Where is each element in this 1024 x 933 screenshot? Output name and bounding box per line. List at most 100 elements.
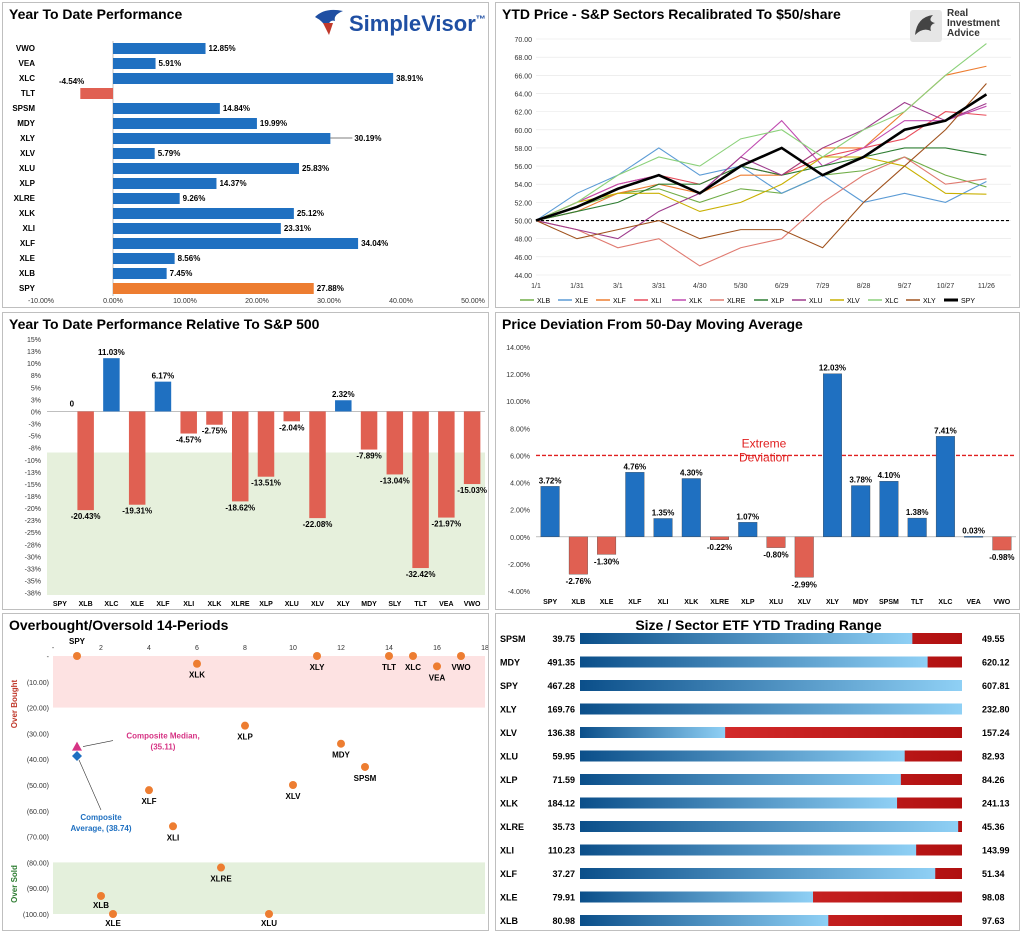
legend-label: XLC (885, 298, 899, 305)
data-label: 19.99% (260, 119, 287, 128)
bar (113, 133, 331, 144)
point-label: XLY (310, 663, 325, 672)
average-marker (72, 750, 82, 761)
legend-label: XLV (847, 298, 860, 305)
range-bar-position (580, 727, 726, 738)
y-tick-label: -4.00% (508, 589, 530, 596)
bar (113, 193, 180, 204)
high-value: 49.55 (982, 634, 1005, 644)
data-label: -4.57% (176, 436, 201, 445)
y-tick-label: 15% (27, 337, 41, 344)
ria-line-3: Advice (947, 28, 980, 39)
data-label: -21.97% (431, 520, 461, 529)
ticker-label: SPSM (500, 634, 526, 644)
low-value: 39.75 (552, 634, 575, 644)
bar (935, 436, 955, 537)
bar (113, 43, 206, 54)
x-tick-label: 8 (243, 645, 247, 652)
bar (386, 411, 404, 475)
bar (180, 411, 197, 434)
bar (283, 411, 301, 422)
bar (412, 411, 429, 569)
scatter-point (109, 910, 117, 918)
category-label: SPSM (12, 104, 35, 113)
data-label: -0.98% (989, 553, 1014, 562)
bar (540, 486, 560, 537)
scatter-point (433, 662, 441, 671)
x-tick-label: 5/30 (734, 283, 748, 290)
bar (879, 481, 899, 537)
point-label: XLE (105, 919, 121, 928)
series-line (535, 93, 988, 222)
category-label: SLY (388, 601, 401, 608)
category-label: MDY (361, 601, 377, 608)
data-label: -2.99% (792, 580, 817, 589)
data-label: 4.30% (680, 468, 703, 477)
y-tick-label: 13% (27, 349, 41, 356)
bar (80, 88, 113, 99)
data-label: 27.88% (317, 284, 344, 293)
y-tick-label: -10% (25, 458, 41, 465)
legend-label: XLRE (727, 298, 746, 305)
category-label: TLT (414, 601, 427, 608)
y-tick-label: 8.00% (510, 426, 530, 433)
data-label: -32.42% (406, 570, 436, 579)
average-leader (78, 759, 102, 811)
ticker-label: XLB (500, 916, 519, 926)
bar (625, 472, 645, 537)
data-label: 1.07% (736, 512, 759, 521)
y-tick-label: 50.00 (514, 219, 532, 226)
high-value: 157.24 (982, 728, 1010, 738)
scatter-point (385, 652, 393, 660)
bar (992, 536, 1012, 551)
data-label: 0 (70, 399, 75, 408)
y-tick-label: 56.00 (514, 164, 532, 171)
category-label: XLV (798, 599, 811, 606)
high-value: 51.34 (982, 869, 1005, 879)
average-label: Composite (80, 813, 122, 822)
bar (710, 536, 729, 540)
y-tick-label: 68.00 (514, 55, 532, 62)
bar (794, 536, 814, 578)
scatter-point (361, 762, 369, 771)
bar (964, 536, 984, 538)
x-tick-label: 11/26 (978, 283, 995, 290)
range-bar-position (580, 821, 959, 832)
ticker-label: SPY (500, 681, 518, 691)
oversold-chart: Over Bought Over Sold - (10.00) (20.00) (30.0… (10, 637, 488, 928)
bar (438, 411, 455, 518)
x-tick-label: 30.00% (317, 298, 341, 305)
bar (113, 103, 220, 114)
category-label: XLB (19, 269, 35, 278)
ticker-label: XLP (500, 775, 518, 785)
low-value: 71.59 (552, 775, 575, 785)
bar (335, 400, 352, 412)
ytd-performance-panel: Year To Date Performance SimpleVisor™ -1… (2, 2, 489, 308)
range-bar-position (580, 844, 917, 856)
x-tick-label: 3/1 (613, 283, 623, 290)
x-tick-label: 16 (433, 645, 441, 652)
data-label: 2.32% (332, 390, 355, 399)
category-label: XLU (19, 164, 35, 173)
point-label: XLK (189, 671, 205, 680)
category-label: XLV (311, 601, 324, 608)
average-label-2: Average, (38.74) (70, 824, 131, 833)
ria-text: Real Investment Advice (947, 9, 1000, 39)
scatter-point (193, 659, 201, 668)
category-label: XLK (684, 599, 698, 606)
scatter-point (313, 652, 321, 660)
data-label: -19.31% (122, 507, 152, 516)
data-label: 9.26% (183, 194, 206, 203)
data-label: -1.30% (594, 557, 619, 566)
y-tick-label: (100.00) (23, 912, 49, 919)
x-tick-label: 4 (147, 645, 151, 652)
data-label: -0.22% (707, 543, 732, 552)
y-tick-label: (50.00) (27, 783, 49, 790)
low-value: 491.35 (547, 658, 575, 668)
trademark: ™ (475, 14, 486, 26)
oversold-label: Over Sold (10, 865, 19, 903)
low-value: 59.95 (552, 752, 575, 762)
low-value: 37.27 (552, 869, 575, 879)
y-tick-label: -28% (25, 542, 41, 549)
y-tick-label: 70.00 (514, 37, 532, 44)
